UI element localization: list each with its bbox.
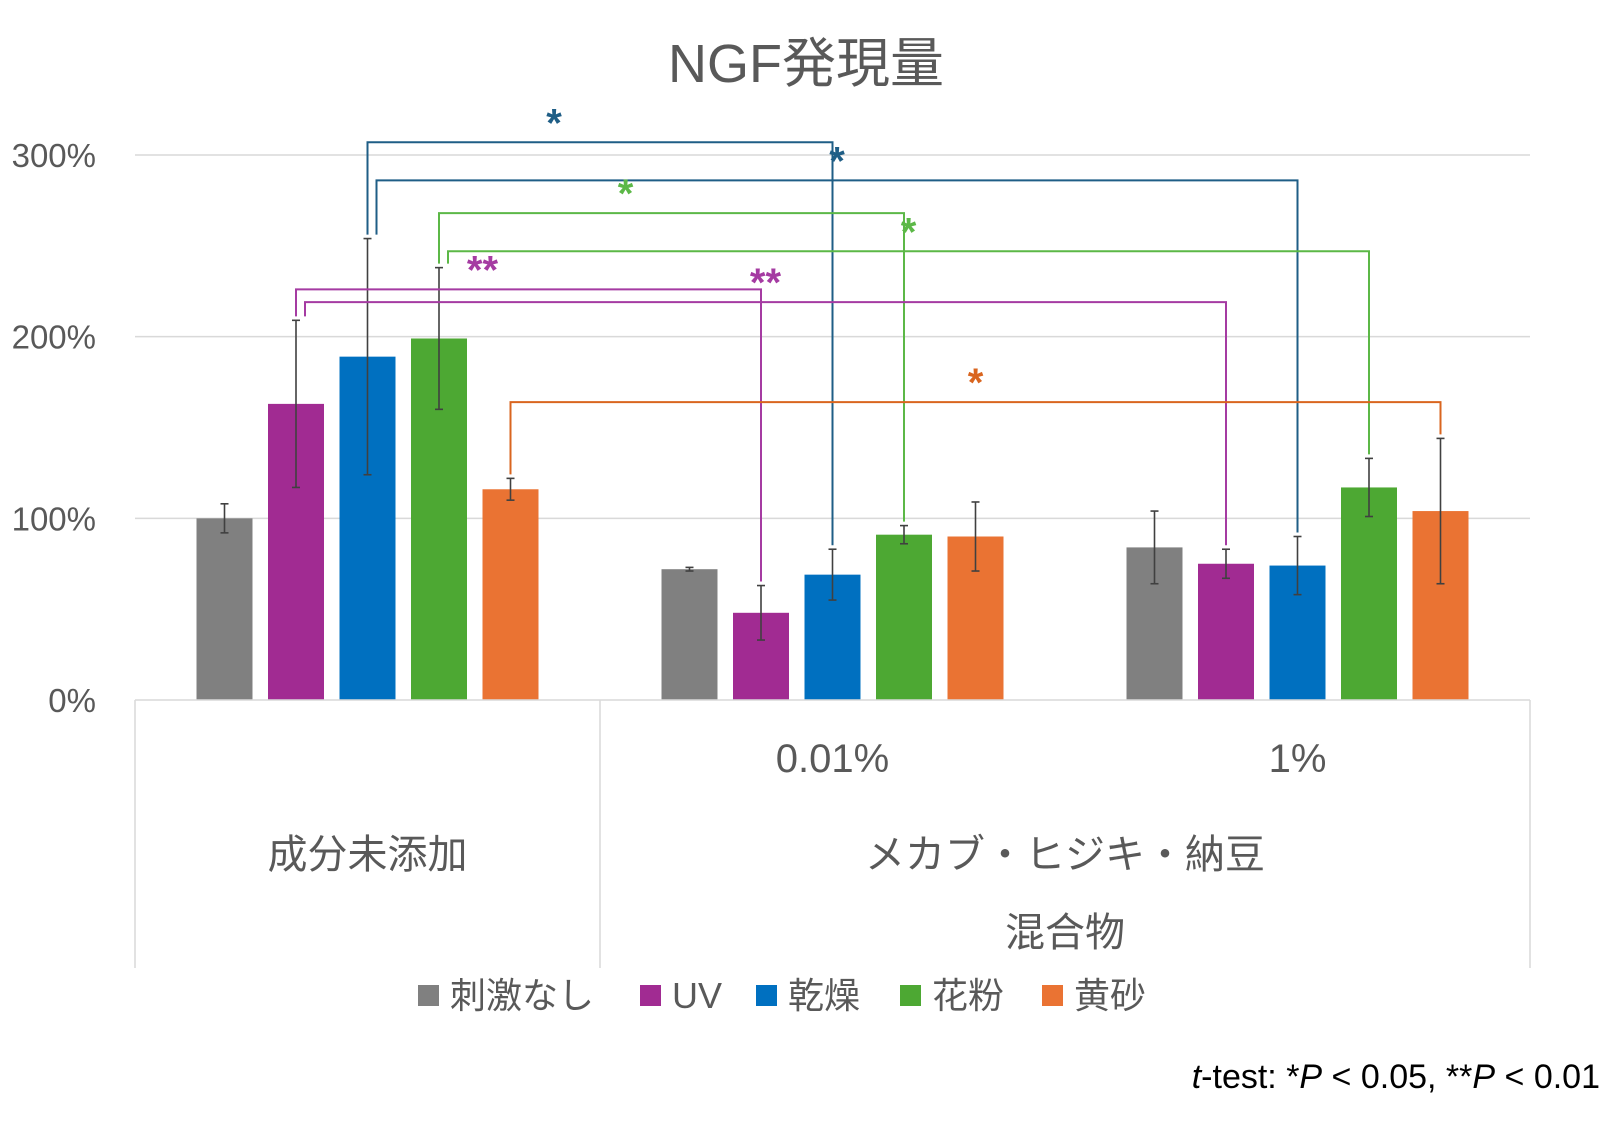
significance-label-4: ** — [467, 248, 499, 292]
significance-label-2: * — [618, 172, 634, 216]
error-bar-刺激なし-1 — [685, 566, 694, 572]
error-bar-乾燥-2 — [1293, 535, 1302, 596]
legend-swatch-花粉 — [900, 985, 921, 1006]
bar-黄砂-0 — [482, 489, 539, 700]
significance-bracket-0 — [366, 141, 834, 546]
footnote-v1: < 0.05, ** — [1322, 1058, 1473, 1096]
error-bar-黄砂-2 — [1436, 437, 1445, 585]
legend-swatch-刺激なし — [418, 985, 439, 1006]
error-bar-刺激なし-2 — [1150, 510, 1159, 585]
footnote-test: -test: * — [1201, 1058, 1300, 1096]
error-bar-花粉-1 — [900, 524, 908, 545]
footnote-p1: P — [1299, 1058, 1323, 1096]
significance-label-1: * — [829, 139, 845, 183]
bar-刺激なし-0 — [196, 518, 253, 700]
significance-bracket-2 — [438, 212, 905, 522]
bars — [196, 338, 1469, 700]
significance-bracket-5 — [304, 301, 1227, 546]
bar-刺激なし-1 — [661, 569, 718, 700]
legend-label-刺激なし: 刺激なし — [450, 975, 594, 1016]
error-bar-乾燥-0 — [363, 237, 372, 476]
legend: 刺激なし UV 乾燥 花粉 黄砂 — [418, 975, 1146, 1016]
legend-label-乾燥: 乾燥 — [788, 975, 860, 1016]
y-tick-label-100: 100% — [12, 500, 96, 537]
error-bar-UV-1 — [757, 584, 765, 641]
significance-bracket-3 — [447, 250, 1370, 455]
error-bar-刺激なし-0 — [220, 502, 229, 534]
significance-bracket-6 — [509, 401, 1442, 475]
chart-title: NGF発現量 — [668, 34, 944, 94]
error-bar-花粉-0 — [435, 266, 443, 411]
footnote-t: t — [1191, 1058, 1202, 1096]
legend-label-花粉: 花粉 — [932, 975, 1004, 1016]
error-bar-花粉-2 — [1365, 457, 1373, 518]
t-test-footnote: t-test: *P < 0.05, **P < 0.01 — [1192, 1058, 1600, 1097]
significance-label-5: ** — [750, 261, 782, 305]
y-tick-label-0: 0% — [48, 682, 96, 719]
legend-label-黄砂: 黄砂 — [1074, 975, 1146, 1016]
footnote-v2: < 0.01 — [1495, 1058, 1600, 1096]
significance-label-3: * — [901, 210, 917, 254]
y-tick-label-300: 300% — [12, 137, 96, 174]
legend-label-UV: UV — [672, 975, 722, 1016]
error-bar-黄砂-1 — [971, 501, 980, 572]
significance-brackets: ****** *** — [295, 101, 1442, 582]
bar-花粉-1 — [876, 534, 932, 700]
x-sublabel-1: 0.01% — [776, 737, 889, 781]
error-bars — [220, 237, 1445, 641]
x-category-label-0-0: 成分未添加 — [268, 833, 468, 877]
significance-label-6: * — [968, 361, 984, 405]
error-bar-UV-0 — [292, 319, 300, 489]
legend-swatch-黄砂 — [1042, 985, 1063, 1006]
x-sublabel-2: 1% — [1269, 737, 1327, 781]
x-category-label-1-1: 混合物 — [1005, 911, 1125, 955]
significance-bracket-1 — [375, 179, 1299, 533]
legend-swatch-UV — [640, 985, 661, 1006]
footnote-p2: P — [1472, 1058, 1496, 1096]
significance-label-0: * — [546, 101, 562, 145]
y-tick-label-200: 200% — [12, 319, 96, 356]
significance-bracket-4 — [295, 288, 762, 582]
bar-UV-2 — [1198, 563, 1254, 700]
x-category-label-1-0: メカブ・ヒジキ・納豆 — [865, 833, 1265, 877]
y-axis: 0% 100% 200% 300% — [12, 137, 96, 719]
legend-swatch-乾燥 — [756, 985, 777, 1006]
error-bar-乾燥-1 — [828, 548, 837, 601]
error-bar-黄砂-0 — [506, 477, 515, 501]
error-bar-UV-2 — [1222, 548, 1230, 580]
bar-花粉-2 — [1341, 487, 1397, 700]
